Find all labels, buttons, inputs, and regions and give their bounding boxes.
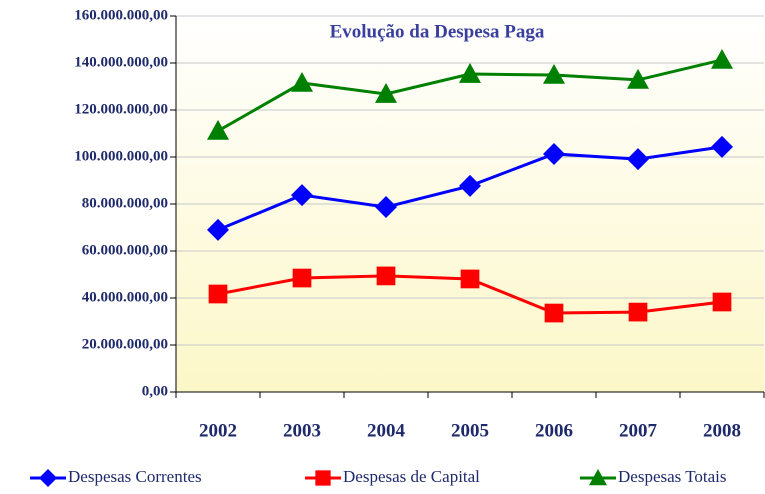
marker xyxy=(627,68,649,89)
y-tick-label: 160.000.000,00 xyxy=(74,7,168,23)
marker xyxy=(543,63,565,84)
marker xyxy=(711,48,733,69)
marker xyxy=(627,148,649,171)
marker xyxy=(544,303,564,323)
marker xyxy=(543,142,565,165)
marker xyxy=(292,268,312,288)
marker xyxy=(459,174,481,197)
marker xyxy=(711,135,733,158)
marker xyxy=(589,469,607,486)
marker xyxy=(208,284,228,304)
y-tick-label: 140.000.000,00 xyxy=(74,54,168,70)
y-tick-label: 120.000.000,00 xyxy=(74,101,168,117)
marker xyxy=(291,71,313,92)
x-tick-label: 2007 xyxy=(619,420,658,441)
marker xyxy=(375,83,397,103)
marker xyxy=(39,469,57,487)
x-tick-label: 2005 xyxy=(451,420,489,441)
marker xyxy=(291,184,313,207)
marker xyxy=(315,470,331,486)
y-tick-label: 20.000.000,00 xyxy=(82,336,168,352)
marker xyxy=(712,292,732,312)
marker xyxy=(460,269,480,289)
legend-label: Despesas de Capital xyxy=(343,467,480,486)
x-tick-label: 2008 xyxy=(703,420,741,441)
marker xyxy=(376,266,396,286)
x-tick-label: 2004 xyxy=(367,420,406,441)
x-tick-label: 2006 xyxy=(535,420,573,441)
marker xyxy=(375,196,397,219)
marker xyxy=(628,302,648,322)
legend-label: Despesas Correntes xyxy=(68,467,202,486)
x-tick-label: 2002 xyxy=(199,420,237,441)
y-tick-label: 80.000.000,00 xyxy=(82,195,168,211)
marker xyxy=(207,119,229,140)
y-tick-label: 100.000.000,00 xyxy=(74,148,168,164)
legend-label: Despesas Totais xyxy=(618,467,727,486)
marker xyxy=(207,218,229,241)
y-tick-label: 0,00 xyxy=(142,383,168,399)
marker xyxy=(459,63,481,83)
y-tick-label: 60.000.000,00 xyxy=(82,242,168,258)
y-tick-label: 40.000.000,00 xyxy=(82,289,168,305)
chart-title: Evolução da Despesa Paga xyxy=(330,21,545,42)
x-tick-label: 2003 xyxy=(283,420,321,441)
